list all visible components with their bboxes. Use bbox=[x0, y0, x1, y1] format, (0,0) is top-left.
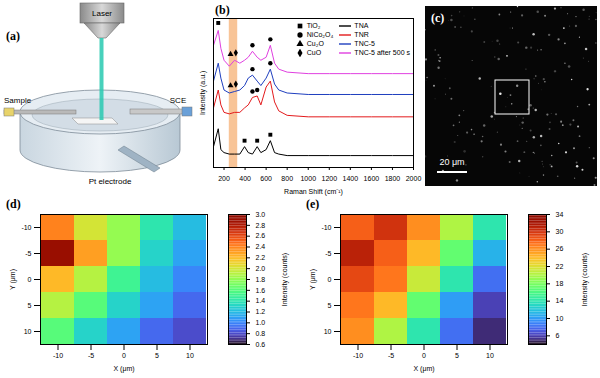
svg-text:Intensity (counts): Intensity (counts) bbox=[281, 253, 289, 306]
svg-text:Laser: Laser bbox=[92, 9, 112, 18]
svg-text:3.0: 3.0 bbox=[256, 211, 266, 218]
svg-text:(a): (a) bbox=[6, 29, 20, 43]
html-text:NiCo₂O₄: NiCo₂O₄ bbox=[306, 31, 334, 38]
html-text:(b): (b) bbox=[215, 3, 230, 17]
svg-text:0: 0 bbox=[28, 276, 32, 283]
svg-text:5: 5 bbox=[455, 352, 459, 359]
svg-text:18: 18 bbox=[556, 280, 564, 287]
svg-text:Pt electrode: Pt electrode bbox=[89, 177, 132, 186]
svg-text:-5: -5 bbox=[25, 250, 31, 257]
svg-text:1.2: 1.2 bbox=[256, 308, 266, 315]
html-text:CuO: CuO bbox=[306, 49, 322, 56]
svg-text:200: 200 bbox=[218, 175, 230, 182]
svg-text:Raman Shift (cm⁻¹): Raman Shift (cm⁻¹) bbox=[284, 188, 343, 196]
svg-text:2.0: 2.0 bbox=[256, 265, 266, 272]
svg-text:10: 10 bbox=[186, 352, 194, 359]
svg-text:1200: 1200 bbox=[322, 175, 338, 182]
svg-text:(c): (c) bbox=[431, 11, 444, 25]
svg-text:-5: -5 bbox=[325, 250, 331, 257]
svg-text:800: 800 bbox=[281, 175, 293, 182]
svg-text:5: 5 bbox=[328, 302, 332, 309]
svg-text:2.8: 2.8 bbox=[256, 222, 266, 229]
svg-text:10: 10 bbox=[324, 328, 332, 335]
svg-text:1.4: 1.4 bbox=[256, 297, 266, 304]
svg-text:-10: -10 bbox=[353, 352, 363, 359]
svg-text:SCE: SCE bbox=[170, 96, 186, 105]
svg-text:26: 26 bbox=[556, 245, 564, 252]
svg-text:Intensity (counts): Intensity (counts) bbox=[581, 253, 589, 306]
svg-text:0.6: 0.6 bbox=[256, 341, 266, 348]
svg-text:22: 22 bbox=[556, 263, 564, 270]
svg-text:10: 10 bbox=[24, 328, 32, 335]
svg-text:400: 400 bbox=[239, 175, 251, 182]
svg-text:X (μm): X (μm) bbox=[113, 365, 134, 373]
svg-text:5: 5 bbox=[28, 302, 32, 309]
svg-text:2.6: 2.6 bbox=[256, 232, 266, 239]
svg-text:10: 10 bbox=[486, 352, 494, 359]
html-text:TNC-5: TNC-5 bbox=[354, 40, 375, 47]
svg-text:X (μm): X (μm) bbox=[413, 365, 434, 373]
svg-text:Sample: Sample bbox=[4, 96, 32, 105]
svg-text:5: 5 bbox=[155, 352, 159, 359]
svg-text:-10: -10 bbox=[53, 352, 63, 359]
svg-text:1.0: 1.0 bbox=[256, 319, 266, 326]
html-text:TNR: TNR bbox=[354, 31, 369, 38]
svg-text:1400: 1400 bbox=[343, 175, 359, 182]
svg-text:0: 0 bbox=[328, 276, 332, 283]
svg-text:1600: 1600 bbox=[364, 175, 380, 182]
svg-text:14: 14 bbox=[556, 297, 564, 304]
svg-text:0: 0 bbox=[422, 352, 426, 359]
svg-text:1800: 1800 bbox=[385, 175, 401, 182]
svg-text:1.8: 1.8 bbox=[256, 276, 266, 283]
html-text:Cu₂O: Cu₂O bbox=[306, 40, 324, 47]
svg-text:Y (μm): Y (μm) bbox=[309, 269, 317, 290]
svg-text:0: 0 bbox=[122, 352, 126, 359]
svg-text:0.8: 0.8 bbox=[256, 330, 266, 337]
svg-text:Y (μm): Y (μm) bbox=[9, 269, 17, 290]
svg-text:20 μm: 20 μm bbox=[439, 157, 464, 167]
svg-text:2.4: 2.4 bbox=[256, 243, 266, 250]
html-text:TNC-5 after 500 s: TNC-5 after 500 s bbox=[354, 49, 410, 56]
html-text:TNA: TNA bbox=[354, 22, 369, 29]
html-text:(d): (d) bbox=[6, 197, 21, 211]
svg-text:2.2: 2.2 bbox=[256, 254, 266, 261]
html-text:(e): (e) bbox=[306, 197, 320, 211]
svg-text:30: 30 bbox=[556, 228, 564, 235]
html-text:Intensity (a.u.): Intensity (a.u.) bbox=[199, 70, 206, 115]
svg-text:-5: -5 bbox=[388, 352, 394, 359]
svg-text:6: 6 bbox=[556, 332, 560, 339]
svg-text:1.6: 1.6 bbox=[256, 287, 266, 294]
svg-text:1000: 1000 bbox=[300, 175, 316, 182]
svg-text:-5: -5 bbox=[88, 352, 94, 359]
svg-text:34: 34 bbox=[556, 211, 564, 218]
html-text:TiO₂: TiO₂ bbox=[306, 22, 321, 29]
svg-text:600: 600 bbox=[260, 175, 272, 182]
svg-text:2000: 2000 bbox=[406, 175, 422, 182]
svg-text:-10: -10 bbox=[21, 224, 31, 231]
svg-text:10: 10 bbox=[556, 315, 564, 322]
svg-text:-10: -10 bbox=[321, 224, 331, 231]
